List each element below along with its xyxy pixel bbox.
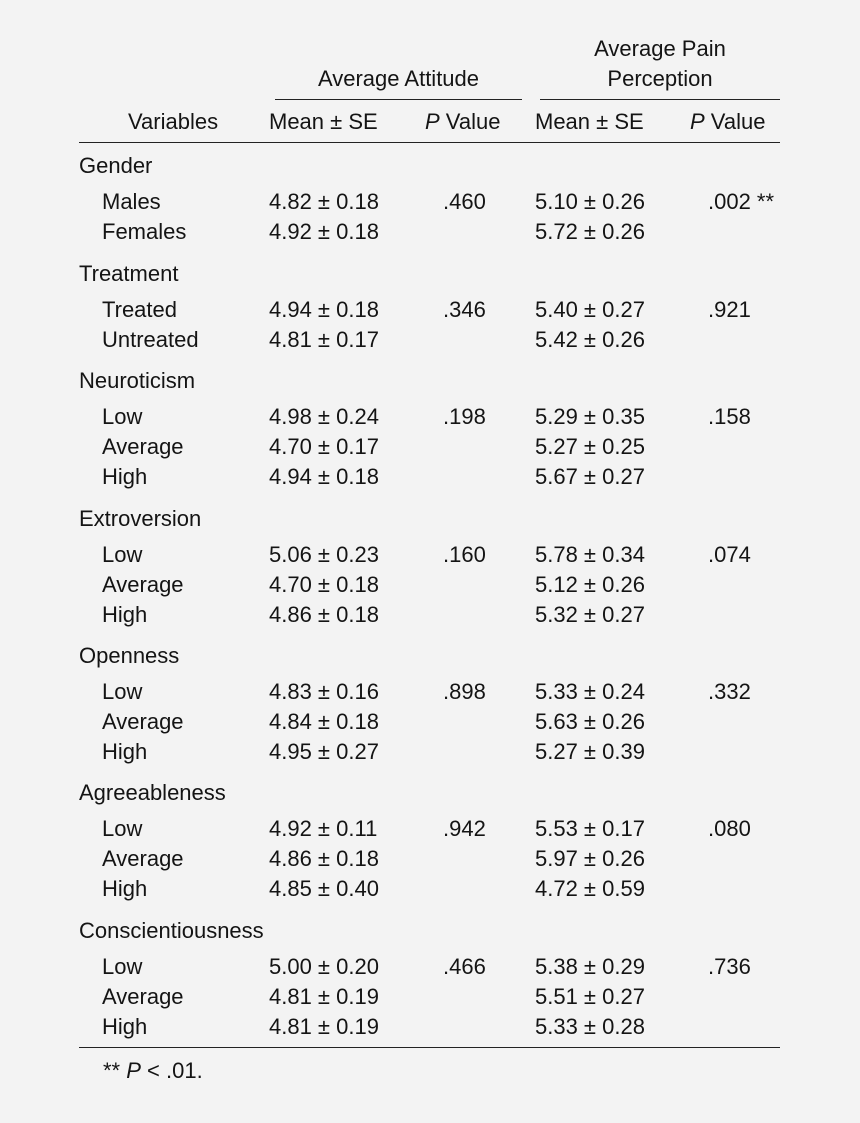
att-mean-se: 4.81 ± 0.19 [269, 1014, 379, 1039]
att-mean-se: 5.00 ± 0.20 [269, 954, 379, 979]
att-p-value: .898 [443, 679, 486, 704]
row-label: Average [102, 709, 184, 734]
pain-mean-se: 5.42 ± 0.26 [535, 327, 645, 352]
pain-mean-se: 5.33 ± 0.24 [535, 679, 645, 704]
row-label: High [102, 739, 148, 764]
footnote-rest: < .01. [140, 1058, 203, 1083]
att-mean-se: 4.92 ± 0.18 [269, 219, 379, 244]
att-mean-se: 4.94 ± 0.18 [269, 297, 379, 322]
pain-mean-se: 5.27 ± 0.25 [535, 434, 645, 459]
att-p-value: .466 [443, 954, 486, 979]
footnote-p: P [126, 1058, 141, 1083]
row-label: Average [102, 572, 184, 597]
pain-mean-se: 5.51 ± 0.27 [535, 984, 645, 1009]
pain-mean-se: 4.72 ± 0.59 [535, 876, 645, 901]
row-label: High [102, 1014, 148, 1039]
attitude-header-rule [275, 99, 522, 100]
group-label: Openness [79, 643, 180, 668]
att-p-value: .942 [443, 816, 486, 841]
row-label: High [102, 602, 148, 627]
group-header-pain-line2: Perception [607, 66, 713, 91]
pain-p-value: .002 ** [708, 189, 775, 214]
group-label: Treatment [79, 261, 179, 286]
group-label: Conscientiousness [79, 918, 264, 943]
att-mean-se: 4.95 ± 0.27 [269, 739, 379, 764]
att-mean-se: 4.70 ± 0.17 [269, 434, 379, 459]
row-label: Low [102, 816, 143, 841]
att-p-value: .346 [443, 297, 486, 322]
row-label: Low [102, 954, 143, 979]
pain-header-rule [540, 99, 780, 100]
pain-mean-se: 5.40 ± 0.27 [535, 297, 645, 322]
att-p-value: .160 [443, 542, 486, 567]
group-label: Agreeableness [79, 780, 226, 805]
row-label: Males [102, 189, 161, 214]
pain-mean-se: 5.78 ± 0.34 [535, 542, 645, 567]
pain-mean-se: 5.32 ± 0.27 [535, 602, 645, 627]
group-label: Gender [79, 153, 153, 178]
group-header-pain-line1: Average Pain [594, 36, 726, 61]
row-label: High [102, 876, 148, 901]
col-header-pain-p: P Value [690, 109, 765, 135]
att-mean-se: 4.86 ± 0.18 [269, 846, 379, 871]
pain-p-value: .158 [708, 404, 751, 429]
p-italic: P [690, 109, 705, 134]
p-italic: P [425, 109, 440, 134]
group-label: Extroversion [79, 506, 202, 531]
pain-mean-se: 5.97 ± 0.26 [535, 846, 645, 871]
pain-mean-se: 5.53 ± 0.17 [535, 816, 645, 841]
pain-mean-se: 5.63 ± 0.26 [535, 709, 645, 734]
row-label: High [102, 464, 148, 489]
col-header-att-p: P Value [425, 109, 500, 135]
att-mean-se: 4.84 ± 0.18 [269, 709, 379, 734]
row-label: Low [102, 404, 143, 429]
pain-mean-se: 5.38 ± 0.29 [535, 954, 645, 979]
att-mean-se: 4.81 ± 0.19 [269, 984, 379, 1009]
att-mean-se: 5.06 ± 0.23 [269, 542, 379, 567]
pain-p-value: .074 [708, 542, 751, 567]
row-label: Treated [102, 297, 178, 322]
row-label: Average [102, 846, 184, 871]
att-mean-se: 4.92 ± 0.11 [269, 816, 378, 841]
pain-mean-se: 5.29 ± 0.35 [535, 404, 645, 429]
footnote-stars: ** [103, 1058, 127, 1083]
att-mean-se: 4.86 ± 0.18 [269, 602, 379, 627]
att-mean-se: 4.83 ± 0.16 [269, 679, 379, 704]
table-bottom-rule [79, 1047, 780, 1048]
pain-p-value: .921 [708, 297, 751, 322]
col-header-att-mean: Mean ± SE [269, 109, 378, 134]
p-value-word: Value [439, 109, 501, 134]
att-mean-se: 4.82 ± 0.18 [269, 189, 379, 214]
pain-mean-se: 5.33 ± 0.28 [535, 1014, 645, 1039]
pain-mean-se: 5.72 ± 0.26 [535, 219, 645, 244]
header-bottom-rule [79, 142, 780, 143]
pain-p-value: .736 [708, 954, 751, 979]
row-label: Low [102, 542, 143, 567]
pain-mean-se: 5.10 ± 0.26 [535, 189, 645, 214]
pain-mean-se: 5.27 ± 0.39 [535, 739, 645, 764]
col-header-pain-mean: Mean ± SE [535, 109, 644, 134]
pain-mean-se: 5.12 ± 0.26 [535, 572, 645, 597]
att-mean-se: 4.98 ± 0.24 [269, 404, 379, 429]
pain-p-value: .080 [708, 816, 751, 841]
row-label: Average [102, 984, 184, 1009]
att-p-value: .460 [443, 189, 486, 214]
row-label: Low [102, 679, 143, 704]
p-value-word: Value [704, 109, 766, 134]
att-p-value: .198 [443, 404, 486, 429]
row-label: Average [102, 434, 184, 459]
group-header-attitude: Average Attitude [317, 66, 480, 91]
pain-mean-se: 5.67 ± 0.27 [535, 464, 645, 489]
att-mean-se: 4.81 ± 0.17 [269, 327, 379, 352]
pain-p-value: .332 [708, 679, 751, 704]
att-mean-se: 4.85 ± 0.40 [269, 876, 379, 901]
row-label: Untreated [102, 327, 199, 352]
att-mean-se: 4.94 ± 0.18 [269, 464, 379, 489]
footnote: ** P < .01. [103, 1058, 203, 1084]
row-label: Females [102, 219, 187, 244]
att-mean-se: 4.70 ± 0.18 [269, 572, 379, 597]
col-header-variables: Variables [128, 109, 219, 134]
group-label: Neuroticism [79, 368, 196, 393]
